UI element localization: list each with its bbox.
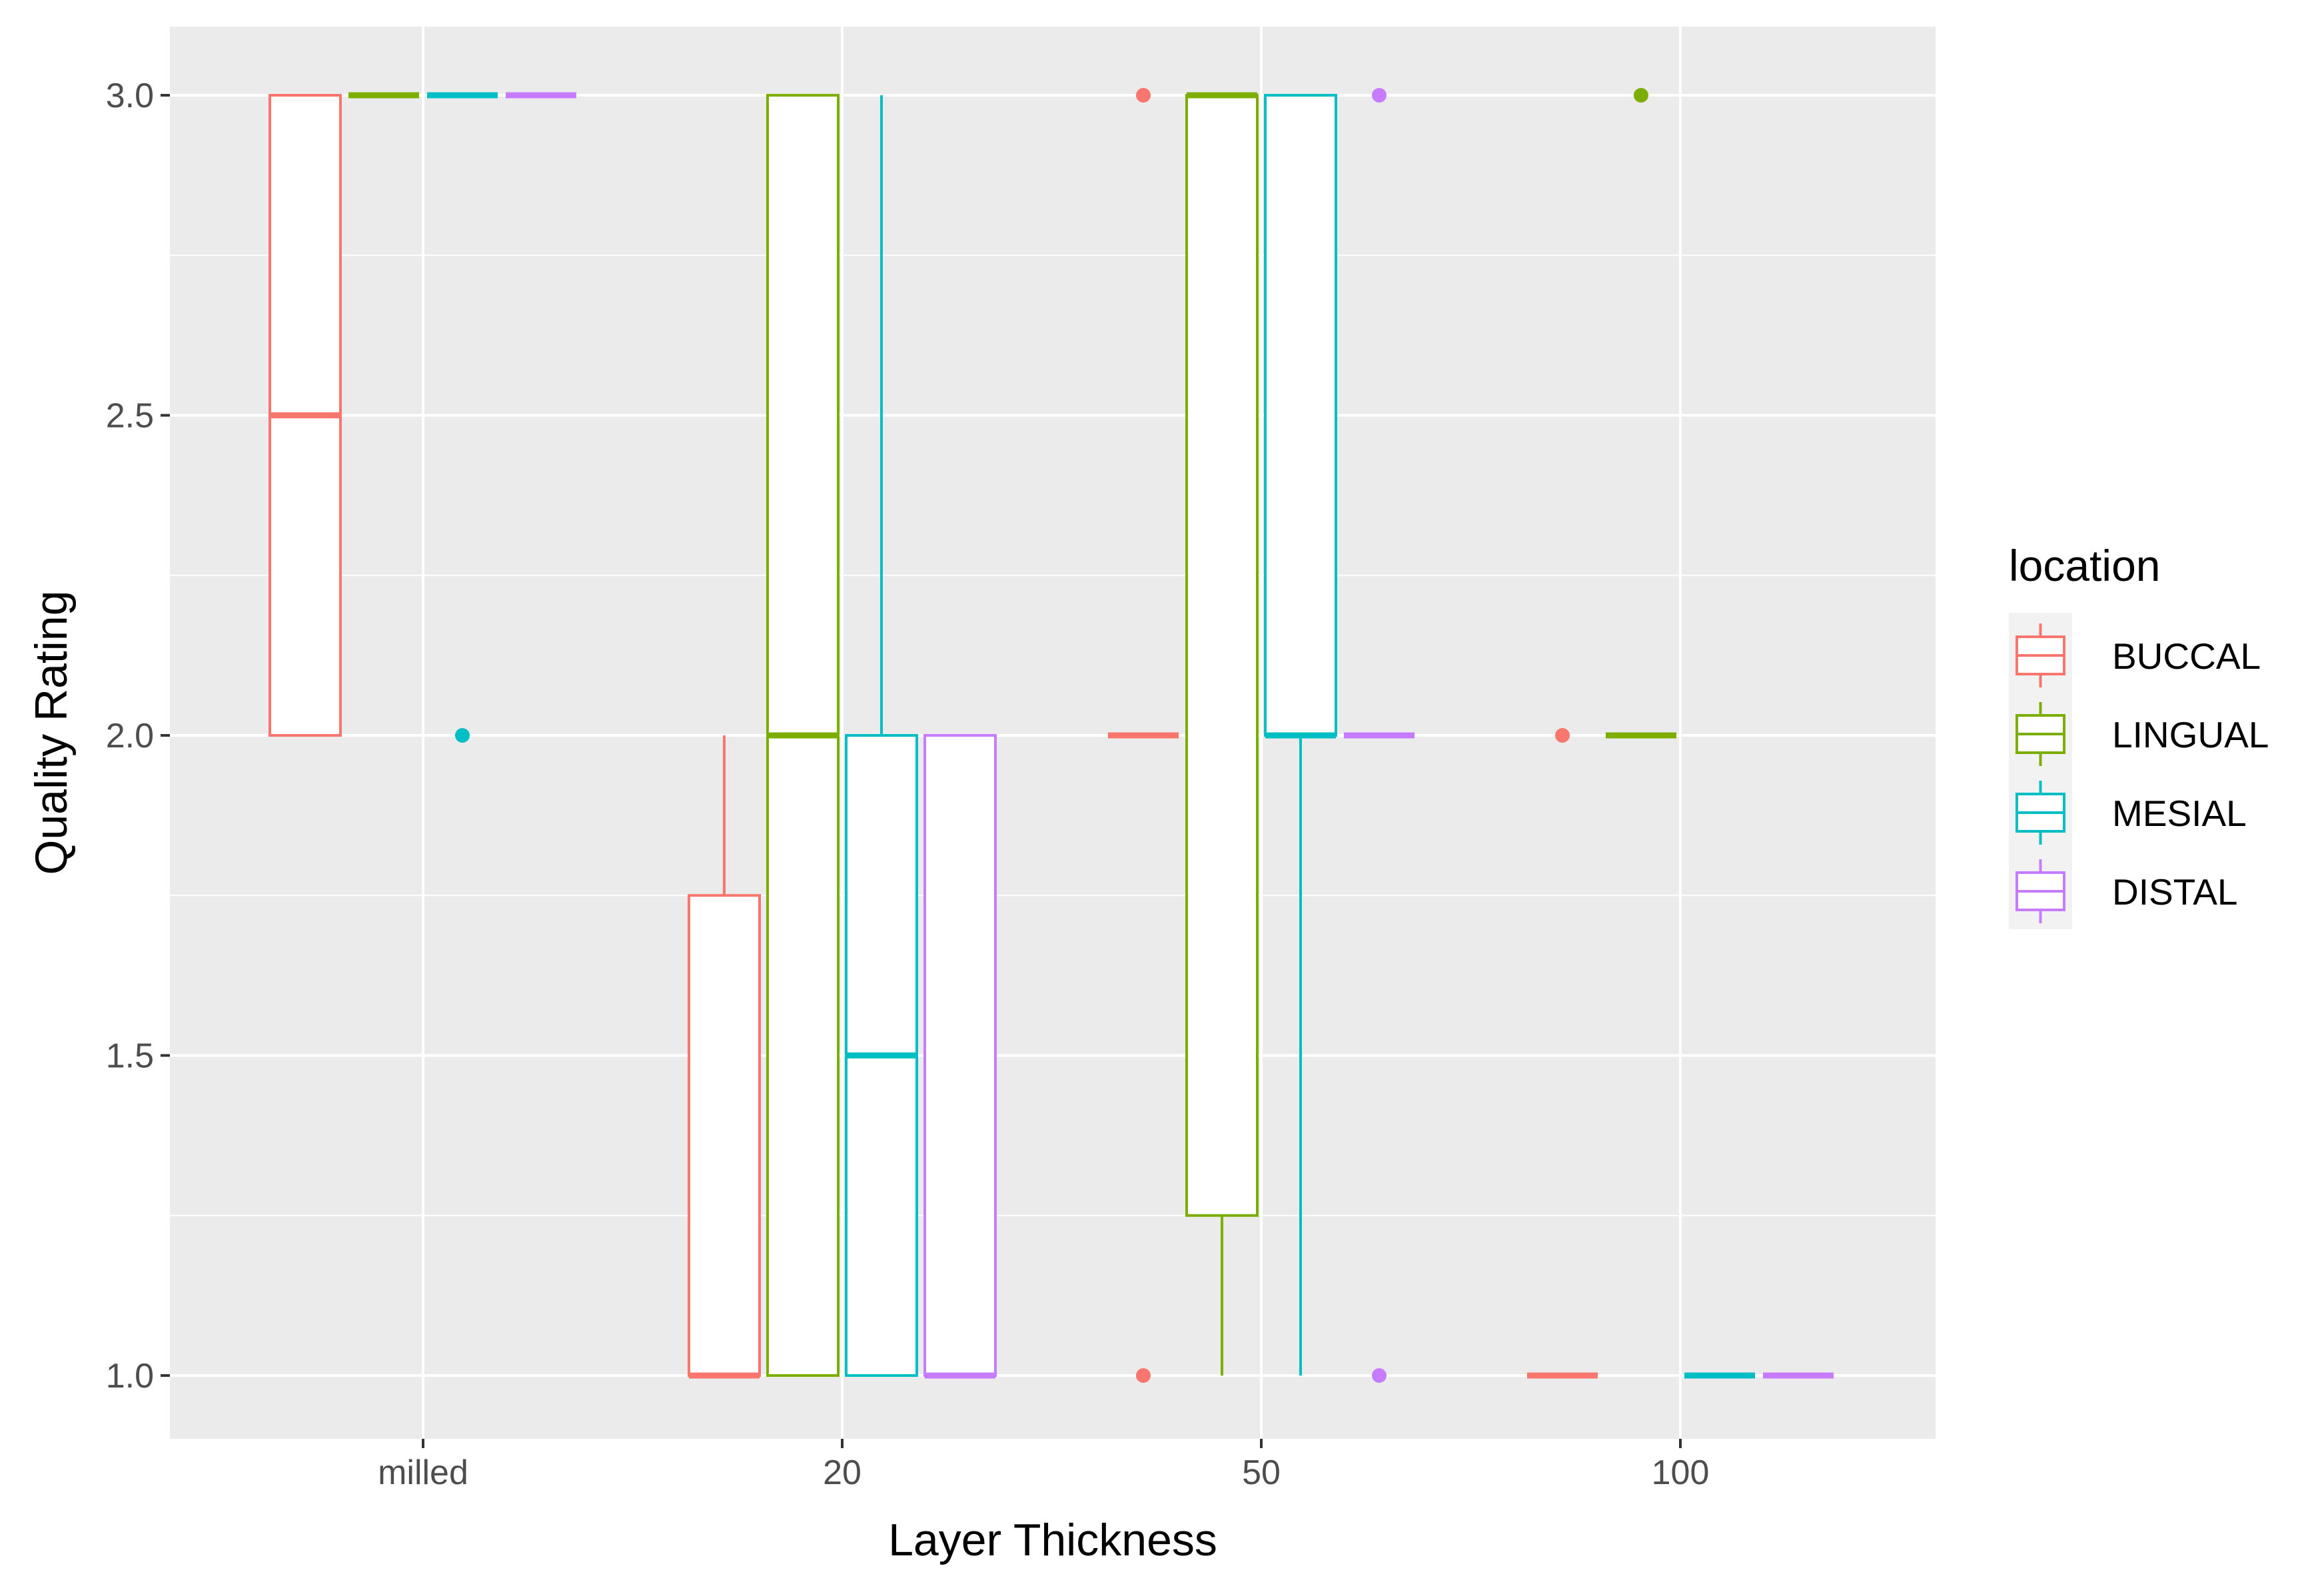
y-tick-label: 2.5 (106, 397, 154, 436)
x-tick-label: 100 (1652, 1453, 1710, 1492)
box-buccal-50 (1108, 88, 1179, 1383)
legend-title: location (2009, 541, 2161, 590)
box-rect (1185, 94, 1259, 1217)
outlier-point (455, 728, 470, 743)
y-tick-label: 1.5 (106, 1037, 154, 1076)
y-tick-label: 3.0 (106, 77, 154, 115)
legend-entry-mesial: MESIAL (2016, 781, 2247, 845)
legend-label: MESIAL (2112, 793, 2247, 834)
x-axis: milled 20 50 100 (378, 1439, 1709, 1492)
legend-entries: BUCCAL LINGUAL MESIAL DISTAL (2016, 623, 2269, 923)
box-distal-20 (923, 734, 997, 1379)
box-rect (923, 734, 997, 1377)
box-lingual-50 (1185, 92, 1259, 1376)
box-buccal-20 (688, 735, 761, 1379)
x-tick-label: milled (378, 1453, 468, 1492)
x-axis-title: Layer Thickness (888, 1515, 1217, 1565)
y-axis-title: Quality Rating (26, 590, 77, 875)
legend-label: DISTAL (2112, 871, 2237, 913)
box-layer (269, 88, 1834, 1383)
y-axis: 1.0 1.5 2.0 2.5 3.0 (106, 77, 170, 1396)
box-mesial-milled (427, 92, 498, 743)
outlier-point (1136, 88, 1151, 103)
outlier-point (1136, 1368, 1151, 1383)
y-tick-label: 1.0 (106, 1357, 154, 1396)
legend: location BUCCAL LINGUAL MESIAL DISTAL (2009, 541, 2269, 929)
outlier-point (1555, 728, 1570, 743)
box-rect (688, 894, 761, 1377)
outlier-point (1634, 88, 1648, 103)
x-tick-label: 20 (823, 1453, 862, 1492)
box-mesial-20 (845, 95, 918, 1377)
legend-label: BUCCAL (2112, 635, 2261, 677)
outlier-point (1372, 1368, 1387, 1383)
legend-entry-lingual: LINGUAL (2016, 702, 2269, 766)
x-tick-label: 50 (1242, 1453, 1281, 1492)
box-buccal-milled (269, 94, 342, 737)
box-buccal-100 (1527, 728, 1598, 1379)
box-distal-50 (1344, 88, 1415, 1383)
legend-entry-buccal: BUCCAL (2016, 623, 2261, 687)
legend-label: LINGUAL (2112, 714, 2269, 755)
box-mesial-50 (1264, 94, 1337, 1376)
y-tick-label: 2.0 (106, 717, 154, 755)
box-lingual-20 (766, 94, 840, 1377)
legend-entry-distal: DISTAL (2016, 859, 2237, 923)
box-rect (1264, 94, 1337, 737)
box-lingual-100 (1606, 88, 1676, 739)
outlier-point (1372, 88, 1387, 103)
